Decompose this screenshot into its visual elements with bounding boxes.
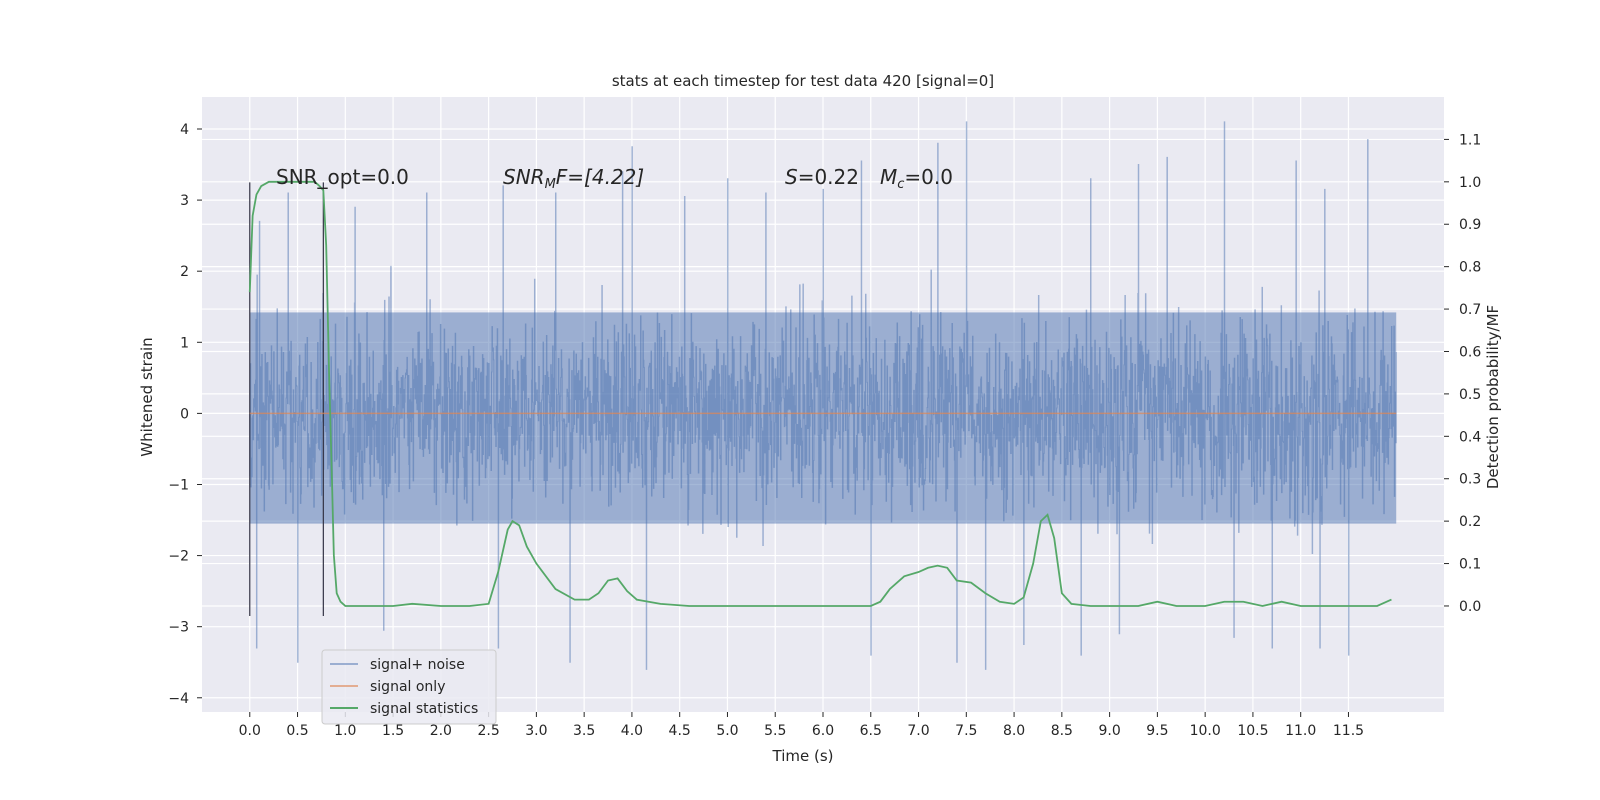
y-tick-label: 1 [180,335,189,351]
annotation-snr-mf-name: SNR [503,165,545,189]
y-tick-label: 3 [180,193,189,209]
x-tick-label: 11.0 [1285,723,1316,739]
annotation-s-value: =0.22 [798,165,859,189]
annotation-snr-opt: SNR_opt=0.0 [276,165,409,189]
x-tick-label: 5.0 [716,723,738,739]
y-right-tick-label: 0.5 [1459,387,1481,403]
annotation-s-name: S [785,165,798,189]
x-tick-label: 2.5 [477,723,499,739]
y-tick-label: −2 [168,549,189,565]
x-tick-label: 1.0 [334,723,356,739]
annotation-snr-mf-rest: F=[4.22] [556,165,644,189]
legend-label-signal-noise: signal+ noise [370,657,465,673]
x-tick-label: 9.0 [1098,723,1120,739]
y-tick-label: 2 [180,264,189,280]
x-tick-label: 0.5 [286,723,308,739]
y-right-tick-label: 1.0 [1459,175,1481,191]
annotation-mc: Mc=0.0 [880,165,953,192]
x-tick-label: 2.0 [430,723,452,739]
x-tick-label: 7.0 [907,723,929,739]
x-tick-label: 11.5 [1333,723,1364,739]
y-axis-label-right: Detection probability/MF [1484,305,1502,489]
y-tick-label: −3 [168,620,189,636]
legend-label-signal-only: signal only [370,679,445,695]
y-tick-label: 4 [180,122,189,138]
x-axis-label: Time (s) [772,747,834,765]
y-tick-label: −1 [168,477,189,493]
y-tick-label: 0 [180,406,189,422]
x-axis: 0.0 0.5 1.0 1.5 2.0 2.5 3.0 3.5 4.0 4.5 5.0 5.5 6.0 6… [239,712,1364,739]
x-tick-label: 10.0 [1190,723,1221,739]
y-right-tick-label: 0.4 [1459,429,1481,445]
annotation-mc-value: =0.0 [904,165,953,189]
x-tick-label: 3.5 [573,723,595,739]
y-right-tick-label: 1.1 [1459,132,1481,148]
x-tick-label: 4.5 [669,723,691,739]
y-right-tick-label: 0.2 [1459,514,1481,530]
legend-box [321,649,497,725]
x-tick-label: 1.5 [382,723,404,739]
chart-title: stats at each timestep for test data 420… [612,72,994,90]
marker-lines [249,182,324,617]
y-right-tick-label: 0.0 [1459,599,1481,615]
y-axis-label: Whitened strain [138,337,156,456]
annotation-mc-name: M [880,165,897,189]
y-right-tick-label: 0.1 [1459,557,1481,573]
annotation-mc-sub: c [897,177,904,192]
x-tick-label: 6.5 [860,723,882,739]
x-tick-label: 5.5 [764,723,786,739]
signal-noise-trace [249,121,1397,670]
signal-noise-series [249,121,1397,670]
annotation-snr-mf: SNRMF=[4.22] [503,165,644,192]
x-tick-label: 3.0 [525,723,547,739]
y-right-tick-label: 0.6 [1459,344,1481,360]
y-axis-left: 4 3 2 1 0 −1 −2 −3 −4 [168,122,202,707]
x-tick-label: 9.5 [1146,723,1168,739]
legend: signal+ noise signal only signal statist… [321,649,497,725]
annotation-s: S=0.22 [785,165,859,189]
signal-statistics-series [248,180,1392,607]
x-tick-label: 0.0 [239,723,261,739]
x-tick-label: 8.5 [1051,723,1073,739]
annotation-snr-mf-sub: M [545,177,556,192]
y-right-tick-label: 0.3 [1459,472,1481,488]
x-tick-label: 8.0 [1003,723,1025,739]
y-axis-right: 1.1 1.0 0.9 0.8 0.7 0.6 0.5 0.4 0.3 0.2 0.1 0.0 [1444,132,1481,615]
y-right-tick-label: 0.8 [1459,260,1481,276]
y-tick-label: −4 [168,691,189,707]
x-tick-label: 6.0 [812,723,834,739]
x-tick-label: 4.0 [621,723,643,739]
y-right-tick-label: 0.9 [1459,217,1481,233]
y-right-tick-label: 0.7 [1459,302,1481,318]
x-tick-label: 10.5 [1237,723,1268,739]
legend-label-signal-statistics: signal statistics [370,701,478,717]
x-tick-label: 7.5 [955,723,977,739]
